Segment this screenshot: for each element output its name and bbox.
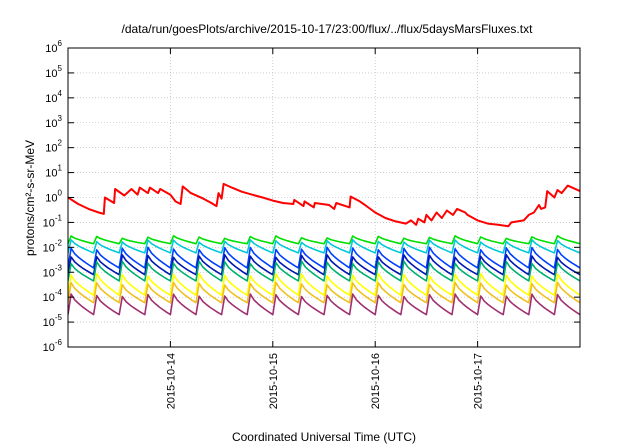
x-axis-title: Coordinated Universal Time (UTC) (232, 430, 416, 444)
y-tick-label: 102 (45, 139, 62, 155)
series-line (68, 281, 580, 304)
y-tick-label: 105 (45, 64, 62, 80)
series-line (68, 239, 580, 254)
y-tick-label: 10-5 (43, 313, 63, 329)
x-tick-label: 2015-10-14 (165, 353, 177, 409)
y-tick-label: 10-1 (43, 213, 63, 229)
series-line (68, 182, 580, 228)
y-tick-label: 10-6 (43, 338, 63, 354)
y-tick-label: 104 (45, 89, 62, 105)
series-line (68, 272, 580, 296)
y-tick-label: 10-2 (43, 238, 63, 254)
y-tick-label: 106 (45, 39, 62, 55)
series-line (68, 246, 580, 269)
y-tick-label: 10-4 (43, 288, 63, 304)
y-tick-label: 100 (45, 189, 62, 205)
x-tick-label: 2015-10-15 (268, 353, 280, 409)
x-axis: 2015-10-14 2015-10-15 2015-10-16 2015-10-17 (165, 48, 485, 409)
x-tick-label: 2015-10-17 (473, 353, 485, 409)
y-tick-label: 10-3 (43, 263, 63, 279)
series-line (68, 293, 580, 316)
y-axis-title: protons/cm²-s-sr-MeV (23, 140, 37, 256)
series-line (68, 235, 580, 245)
series-line (68, 254, 580, 276)
y-axis: 10-6 10-5 10-4 10-3 10-2 10-1 100 101 102 103 104 1… (43, 39, 580, 354)
y-tick-label: 103 (45, 114, 62, 130)
data-series (68, 182, 580, 316)
y-tick-label: 101 (45, 164, 62, 180)
series-line (68, 260, 580, 282)
chart-title: /data/run/goesPlots/archive/2015-10-17/2… (122, 22, 534, 36)
x-tick-label: 2015-10-16 (370, 353, 382, 409)
